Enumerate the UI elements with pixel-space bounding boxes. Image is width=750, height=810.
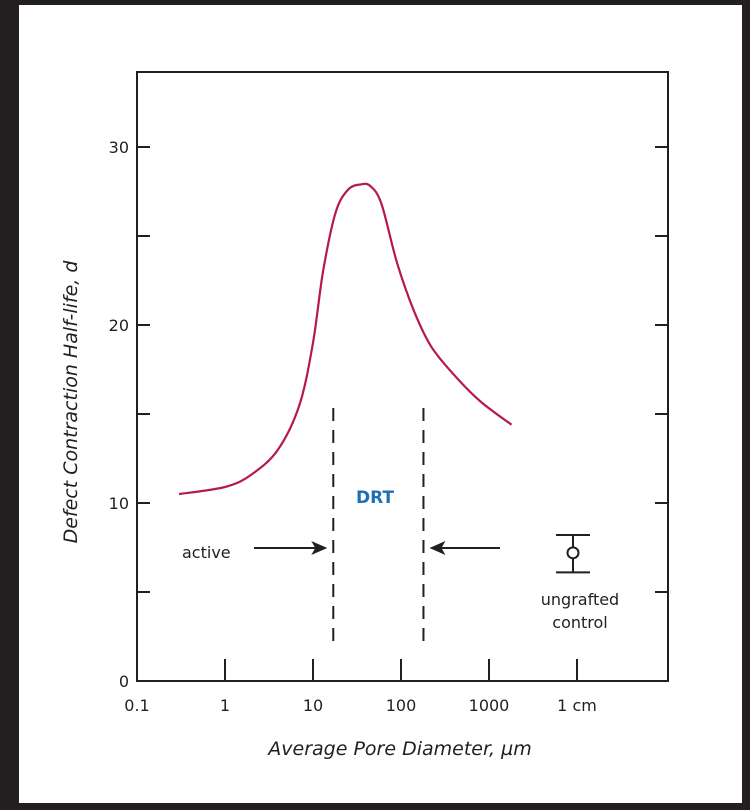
y-tick-label: 20 <box>109 316 129 335</box>
x-tick-label: 1 <box>220 696 230 715</box>
x-tick-label: 1 cm <box>557 696 597 715</box>
y-axis-title: Defect Contraction Half-life, d <box>60 260 82 544</box>
x-tick-label: 1000 <box>469 696 510 715</box>
x-tick-label: 100 <box>386 696 417 715</box>
control-label-line2: control <box>552 613 607 632</box>
y-tick-label: 0 <box>119 672 129 691</box>
x-axis-title: Average Pore Diameter, µm <box>266 738 531 760</box>
x-tick-label: 0.1 <box>124 696 149 715</box>
active-label: active <box>182 543 231 562</box>
drt-label: DRT <box>356 488 394 508</box>
contraction-curve <box>179 184 512 494</box>
y-tick-label: 30 <box>109 138 129 157</box>
y-tick-label: 10 <box>109 494 129 513</box>
control-point <box>568 547 579 558</box>
x-tick-label: 10 <box>303 696 323 715</box>
control-label-line1: ungrafted <box>541 590 619 609</box>
